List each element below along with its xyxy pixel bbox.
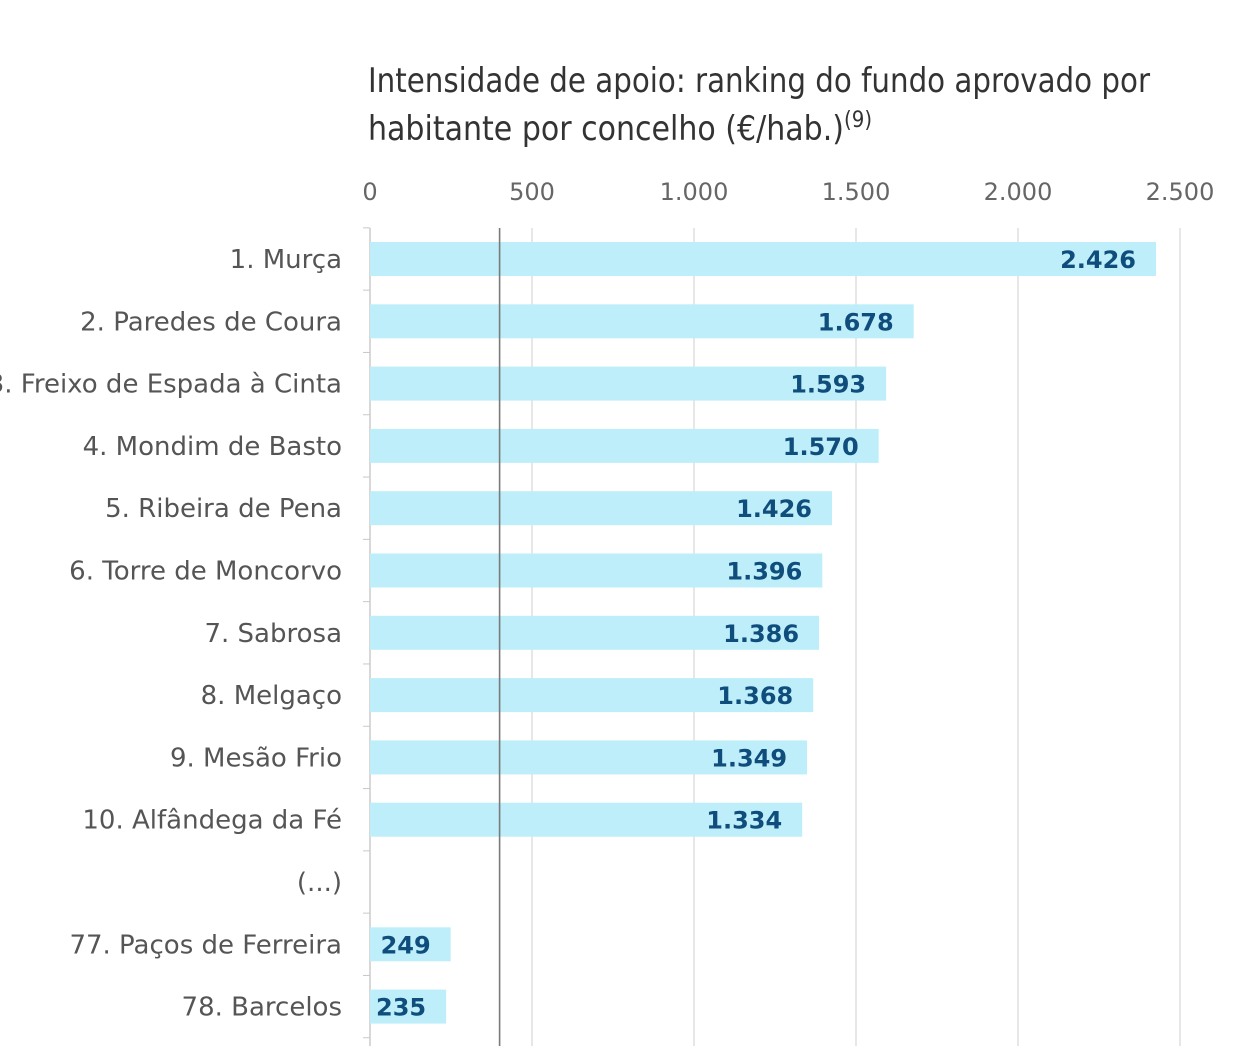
category-labels: 1. Murça 2. Paredes de Coura 3. Freixo de … [0, 245, 342, 1023]
value-label: 235 [376, 994, 426, 1022]
chart-title-line-2: habitante por concelho (€/hab.)(9) [368, 108, 872, 149]
bar [370, 428, 879, 463]
chart-title-line-2-text: habitante por concelho (€/hab.) [368, 109, 844, 149]
category-label: 4. Mondim de Basto [83, 432, 342, 462]
category-label: 1. Murça [230, 245, 342, 275]
bars [370, 242, 1157, 1024]
value-label: 2.426 [1060, 246, 1136, 274]
bar [370, 304, 914, 339]
bar [370, 366, 887, 401]
value-label: 1.593 [790, 371, 866, 399]
bar [370, 927, 451, 962]
category-label: 8. Melgaço [201, 681, 342, 711]
category-label: 77. Paços de Ferreira [69, 930, 342, 960]
bar [370, 615, 820, 650]
value-label: 249 [381, 931, 431, 959]
category-label: 78. Barcelos [182, 993, 342, 1023]
value-label: 1.349 [711, 744, 787, 772]
category-label: 2. Paredes de Coura [80, 307, 342, 337]
category-label: 5. Ribeira de Pena [105, 494, 342, 524]
bar [370, 553, 823, 588]
bar [370, 740, 808, 775]
value-label: 1.368 [717, 682, 793, 710]
bar [370, 491, 833, 526]
x-tick-label: 2.000 [984, 178, 1053, 206]
value-label: 1.334 [706, 807, 782, 835]
category-label: (...) [297, 868, 342, 898]
x-tick-label: 1.000 [660, 178, 729, 206]
value-label: 1.396 [726, 558, 802, 586]
x-axis-ticks: 0 500 1.000 1.500 2.000 2.500 [362, 178, 1214, 206]
x-tick-label: 500 [509, 178, 555, 206]
category-label: 7. Sabrosa [204, 619, 342, 649]
category-label: 3. Freixo de Espada à Cinta [0, 370, 342, 400]
x-tick-label: 0 [362, 178, 377, 206]
category-label: 6. Torre de Moncorvo [69, 557, 342, 587]
value-labels: 2.426 1.678 1.593 1.570 1.426 1.396 1.386 1.368… [376, 246, 1136, 1022]
bar [370, 989, 447, 1024]
value-label: 1.678 [818, 308, 894, 336]
value-label: 1.570 [783, 433, 859, 461]
x-tick-label: 2.500 [1146, 178, 1215, 206]
chart-title-superscript: (9) [844, 108, 872, 133]
category-label: 10. Alfândega da Fé [82, 806, 342, 836]
x-tick-label: 1.500 [822, 178, 891, 206]
bar [370, 802, 803, 837]
chart-title-line-1: Intensidade de apoio: ranking do fundo a… [368, 61, 1150, 101]
bar [370, 242, 1157, 276]
category-label: 9. Mesão Frio [170, 743, 342, 773]
bar [370, 678, 814, 713]
value-label: 1.386 [723, 620, 799, 648]
value-label: 1.426 [736, 495, 812, 523]
